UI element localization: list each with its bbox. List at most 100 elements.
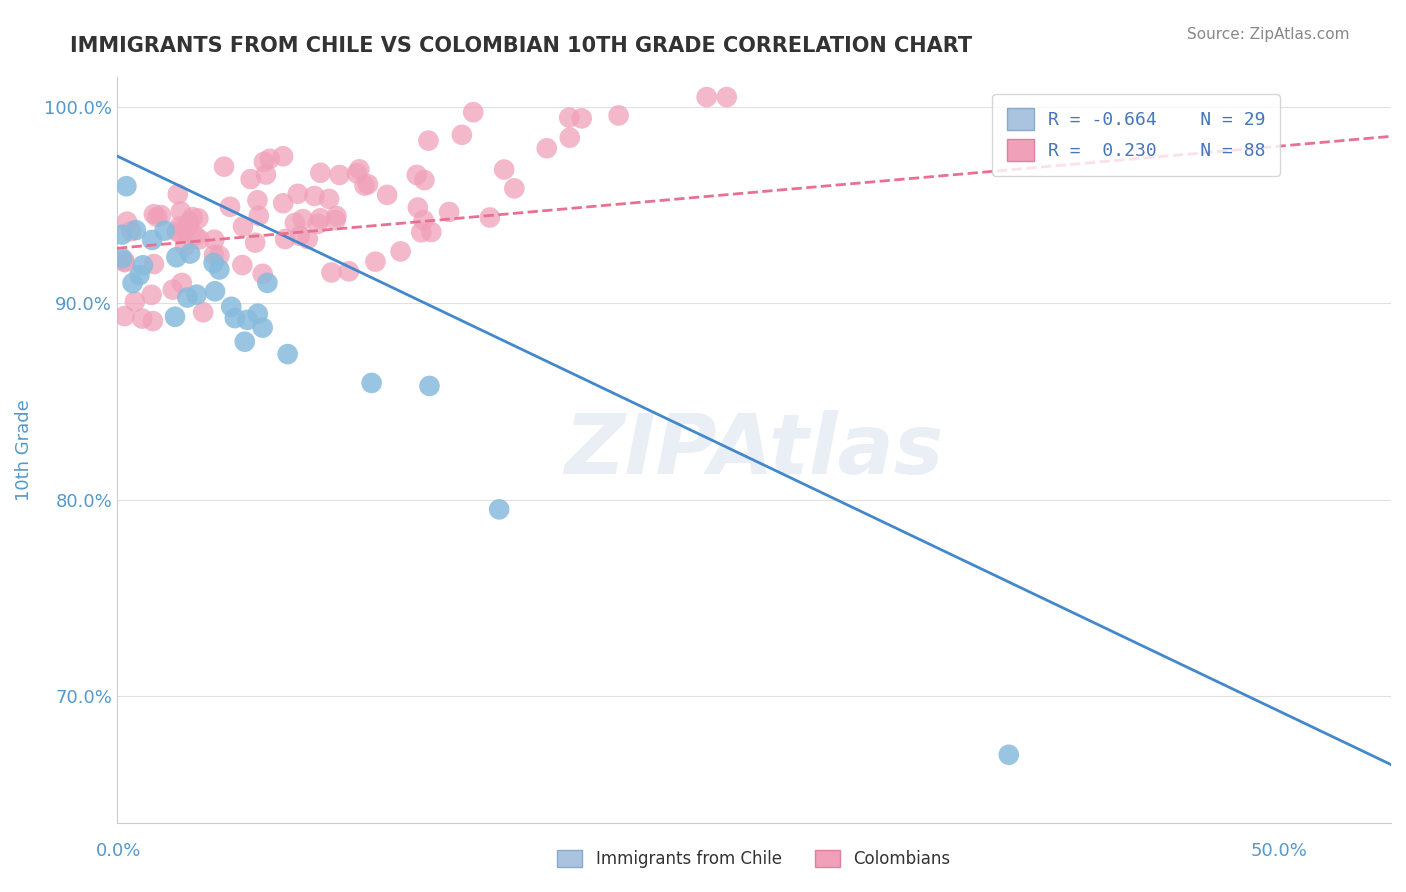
Point [124,294,146,309]
Text: Source: ZipAtlas.com: Source: ZipAtlas.com [1187,27,1350,42]
Point [375,187,398,202]
Point [607,108,630,122]
Point [243,235,266,250]
Point [111,252,134,266]
Point [224,311,246,326]
Point [132,258,155,272]
Point [307,217,329,231]
Point [413,173,436,187]
Point [389,244,412,259]
Point [353,178,375,193]
Text: 50.0%: 50.0% [1251,842,1308,860]
Point [112,254,135,268]
Point [131,311,153,326]
Point [318,192,340,206]
Point [114,255,136,269]
Point [418,134,440,148]
Point [142,257,165,271]
Point [437,205,460,219]
Text: IMMIGRANTS FROM CHILE VS COLOMBIAN 10TH GRADE CORRELATION CHART: IMMIGRANTS FROM CHILE VS COLOMBIAN 10TH … [70,36,973,55]
Point [188,232,211,246]
Point [114,309,136,323]
Point [236,313,259,327]
Point [309,166,332,180]
Point [503,181,526,195]
Point [405,168,427,182]
Point [208,249,231,263]
Point [125,223,148,237]
Point [287,186,309,201]
Point [357,178,380,192]
Point [212,160,235,174]
Point [463,105,485,120]
Point [170,204,193,219]
Point [163,310,186,324]
Point [360,376,382,390]
Point [478,211,501,225]
Point [284,216,307,230]
Point [246,194,269,208]
Point [304,189,326,203]
Point [364,254,387,268]
Point [179,246,201,260]
Point [219,300,242,314]
Point [202,248,225,262]
Point [321,265,343,279]
Point [412,213,434,227]
Point [277,347,299,361]
Point [997,747,1019,762]
Point [349,162,371,177]
Point [204,285,226,299]
Point [411,225,433,239]
Point [536,141,558,155]
Point [297,232,319,246]
Point [142,207,165,221]
Point [337,264,360,278]
Point [271,149,294,163]
Point [115,179,138,194]
Point [153,224,176,238]
Text: ZIPAtlas: ZIPAtlas [564,410,943,491]
Point [696,90,718,104]
Point [187,211,209,226]
Point [291,212,314,227]
Point [488,502,510,516]
Point [254,168,277,182]
Point [247,209,270,223]
Point [165,250,187,264]
Point [141,287,163,301]
Point [149,208,172,222]
Point [420,225,443,239]
Text: 0.0%: 0.0% [96,842,141,860]
Point [233,334,256,349]
Point [120,224,142,238]
Point [186,287,208,301]
Point [219,200,242,214]
Point [121,276,143,290]
Point [128,268,150,283]
Point [271,196,294,211]
Point [259,152,281,166]
Point [571,112,593,126]
Point [179,215,201,229]
Point [288,228,311,243]
Point [166,187,188,202]
Point [176,291,198,305]
Point [450,128,472,142]
Point [191,305,214,319]
Point [141,233,163,247]
Point [716,90,738,104]
Point [252,320,274,334]
Point [558,130,581,145]
Point [170,276,193,290]
Point [239,172,262,186]
Point [558,111,581,125]
Point [202,233,225,247]
Point [146,210,169,224]
Point [166,225,188,239]
Point [202,256,225,270]
Point [142,314,165,328]
Point [329,168,352,182]
Point [162,283,184,297]
Point [346,166,368,180]
